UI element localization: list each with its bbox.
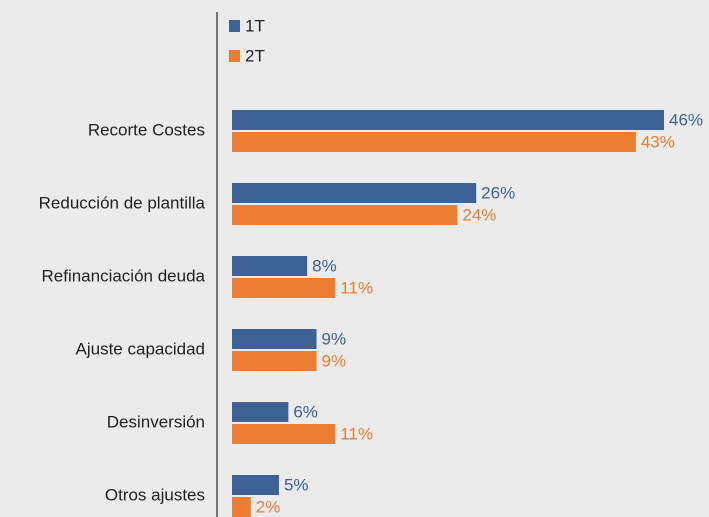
- y-tick-label: Ajuste capacidad: [76, 339, 205, 358]
- data-label: 11%: [340, 424, 373, 443]
- bar: [232, 497, 251, 517]
- bar: [232, 329, 317, 349]
- data-label: 11%: [340, 278, 373, 297]
- bar: [232, 256, 308, 276]
- data-label: 46%: [669, 110, 703, 129]
- y-tick-label: Otros ajustes: [105, 485, 205, 504]
- bar: [232, 205, 458, 225]
- bar: [232, 475, 279, 495]
- bar: [232, 278, 336, 298]
- legend-label: 1T: [245, 16, 265, 35]
- data-label: 9%: [322, 351, 347, 370]
- data-label: 2%: [256, 497, 281, 516]
- bar: [232, 351, 317, 371]
- bar: [232, 132, 636, 152]
- data-label: 8%: [312, 256, 337, 275]
- legend-swatch: [229, 50, 240, 62]
- data-label: 26%: [481, 183, 515, 202]
- y-tick-label: Refinanciación deuda: [41, 266, 205, 285]
- bar: [232, 402, 289, 422]
- y-tick-label: Desinversión: [107, 412, 205, 431]
- bar: [232, 110, 664, 130]
- legend-swatch: [229, 20, 240, 32]
- legend-label: 2T: [245, 46, 265, 65]
- bar: [232, 424, 336, 444]
- data-label: 43%: [641, 132, 675, 151]
- y-tick-label: Reducción de plantilla: [39, 193, 206, 212]
- y-tick-label: Recorte Costes: [88, 120, 205, 139]
- bar: [232, 183, 477, 203]
- data-label: 24%: [462, 205, 496, 224]
- data-label: 5%: [284, 475, 309, 494]
- data-label: 6%: [293, 402, 318, 421]
- data-label: 9%: [322, 329, 347, 348]
